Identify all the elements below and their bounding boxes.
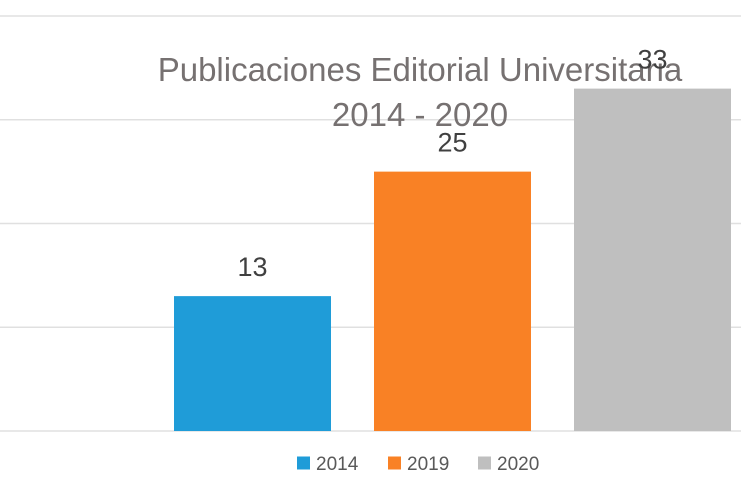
legend-swatch-2020 [478, 456, 491, 470]
data-label-2014: 13 [237, 252, 267, 282]
legend: 2014 2019 2020 [297, 454, 539, 475]
bar-2014 [174, 296, 331, 431]
chart-title-line-1: Publicaciones Editorial Universitaria [158, 51, 683, 88]
legend-label-2019: 2019 [407, 454, 449, 475]
data-label-2019: 25 [437, 128, 467, 158]
legend-swatch-2019 [388, 456, 401, 470]
data-labels: 13 25 33 [237, 45, 667, 283]
legend-label-2020: 2020 [497, 454, 539, 475]
bar-2019 [374, 171, 531, 431]
legend-label-2014: 2014 [316, 454, 359, 475]
data-label-2020: 33 [637, 45, 667, 75]
chart-title-line-2: 2014 - 2020 [332, 96, 508, 133]
bar-2020 [574, 88, 731, 431]
legend-swatch-2014 [297, 456, 310, 470]
bars [174, 88, 731, 431]
